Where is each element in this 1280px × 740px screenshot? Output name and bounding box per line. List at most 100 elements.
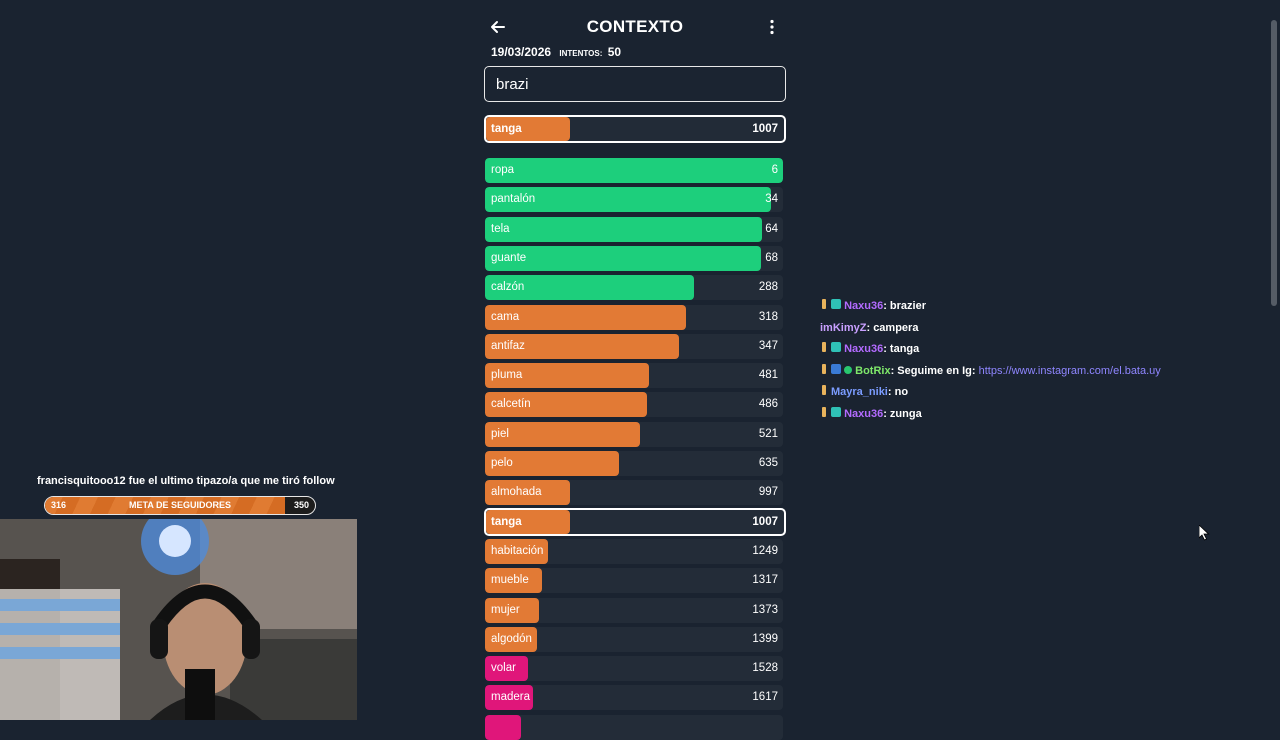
current-guess-row: tanga 1007 <box>484 508 786 537</box>
webcam-image <box>0 519 357 720</box>
guess-rank: 1317 <box>752 574 778 587</box>
follower-goal-current: 316 <box>51 500 67 510</box>
guess-rank: 64 <box>765 222 778 235</box>
similarity-bar <box>485 421 640 447</box>
chat-badge-icon <box>820 363 853 379</box>
guess-row <box>485 714 783 740</box>
guess-word: tela <box>491 222 510 235</box>
chat-text: : zunga <box>883 407 922 420</box>
guess-rank: 1373 <box>752 603 778 616</box>
chat-username[interactable]: imKimyZ <box>820 321 867 334</box>
game-date: 19/03/2026 <box>491 45 552 59</box>
guess-word: volar <box>491 662 516 675</box>
similarity-bar <box>485 597 539 623</box>
webcam-feed <box>0 519 357 720</box>
guess-word: madera <box>491 691 530 704</box>
similarity-bar <box>485 656 528 682</box>
follower-goal-fill <box>45 497 286 514</box>
guess-word: mujer <box>491 603 520 616</box>
last-guess-bar <box>486 117 570 141</box>
guess-rank: 347 <box>758 339 778 352</box>
guess-row: piel 521 <box>485 421 783 447</box>
chat-message: Mayra_niki: no <box>820 384 1260 406</box>
guess-row: habitación 1249 <box>485 538 783 564</box>
guess-row: calcetín 486 <box>485 392 783 418</box>
guess-word: mueble <box>491 574 529 587</box>
guess-row: algodón 1399 <box>485 626 783 652</box>
similarity-bar <box>485 451 619 476</box>
page-title: CONTEXTO <box>586 17 684 36</box>
guess-rank: 6 <box>771 164 778 176</box>
contexto-game: CONTEXTO 19/03/2026 INTENTOS: 50 tanga 1… <box>484 0 786 740</box>
guess-rank: 521 <box>758 427 778 440</box>
chat-username[interactable]: BotRix <box>855 364 891 377</box>
more-vertical-icon[interactable] <box>762 17 782 37</box>
guess-word: calcetín <box>491 398 531 411</box>
similarity-bar <box>485 187 771 213</box>
chat-link[interactable]: https://www.instagram.com/el.bata.uy <box>978 364 1161 377</box>
similarity-bar <box>485 568 542 594</box>
chat-username[interactable]: Naxu36 <box>844 407 884 420</box>
guess-input[interactable] <box>484 66 786 102</box>
last-guess-row: tanga 1007 <box>484 115 786 143</box>
similarity-bar <box>485 333 679 359</box>
guess-rank: 318 <box>758 310 778 323</box>
chat-badge-icon <box>820 341 842 357</box>
similarity-bar <box>485 480 570 506</box>
guess-rank: 1249 <box>752 544 778 557</box>
guess-word: piel <box>491 427 509 440</box>
attempts-label: INTENTOS: <box>559 49 603 58</box>
chat-message: imKimyZ: campera <box>820 320 1260 342</box>
guess-rank: 34 <box>765 193 778 206</box>
chat-badge-icon <box>820 298 842 314</box>
chat-message: BotRix: Seguime en Ig: https://www.insta… <box>820 363 1260 385</box>
chat-username[interactable]: Naxu36 <box>844 343 884 356</box>
chat-message: Naxu36: zunga <box>820 406 1260 428</box>
chat-username[interactable]: Naxu36 <box>844 300 884 312</box>
similarity-bar <box>485 158 783 183</box>
guess-row: almohada 997 <box>485 480 783 506</box>
guess-row: pluma 481 <box>485 363 783 389</box>
guess-rank: 486 <box>758 398 778 411</box>
similarity-bar <box>485 216 762 242</box>
guess-rank: 481 <box>758 369 778 382</box>
last-guess-rank: 1007 <box>752 123 778 135</box>
guess-word: algodón <box>491 632 532 645</box>
back-arrow-icon[interactable] <box>488 17 508 37</box>
last-guess-word: tanga <box>491 123 522 135</box>
chat-text: : Seguime en Ig: <box>890 364 979 377</box>
similarity-bar <box>485 275 694 301</box>
guess-word: ropa <box>491 164 515 176</box>
guess-row: mueble 1317 <box>485 568 783 594</box>
game-header: CONTEXTO <box>484 14 786 42</box>
follower-goal-label: META DE SEGUIDORES <box>128 500 231 510</box>
chat-badge-icon <box>820 384 828 400</box>
guess-rank: 68 <box>765 251 778 264</box>
guess-rank: 997 <box>758 486 778 499</box>
stream-chat: Naxu36: brazier imKimyZ: campera Naxu36: … <box>820 298 1260 428</box>
guess-row: pantalón 34 <box>485 187 783 213</box>
guess-row: tela 64 <box>485 216 783 242</box>
similarity-bar <box>485 538 548 564</box>
guess-row: calzón 288 <box>485 275 783 301</box>
chat-username[interactable]: Mayra_niki <box>831 386 888 399</box>
guess-rank: 1007 <box>752 516 778 529</box>
page-scrollbar[interactable] <box>1271 20 1277 306</box>
chat-message: Naxu36: brazier <box>820 298 1260 320</box>
game-info: 19/03/2026 INTENTOS: 50 <box>491 45 621 59</box>
similarity-bar <box>486 510 570 535</box>
similarity-bar <box>485 714 521 740</box>
guess-row: antifaz 347 <box>485 333 783 359</box>
guess-row: cama 318 <box>485 304 783 330</box>
guess-row: volar 1528 <box>485 656 783 682</box>
guess-row: mujer 1373 <box>485 597 783 623</box>
guess-row: pelo 635 <box>485 451 783 476</box>
guess-rank: 1617 <box>752 691 778 704</box>
guess-word: calzón <box>491 281 525 294</box>
follower-goal-bar: 316 META DE SEGUIDORES 350 <box>44 496 316 515</box>
follower-goal-target: 350 <box>293 500 309 510</box>
guess-word: antifaz <box>491 339 525 352</box>
chat-text: : brazier <box>883 300 926 312</box>
guess-row: guante 68 <box>485 245 783 271</box>
similarity-bar <box>485 685 533 711</box>
